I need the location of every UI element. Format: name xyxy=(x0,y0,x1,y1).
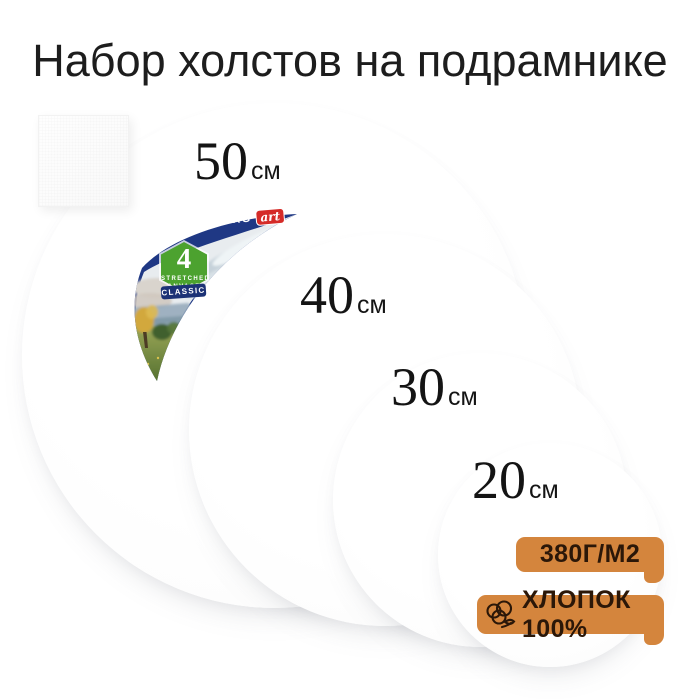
size-value: 40 xyxy=(300,265,354,325)
cotton-icon xyxy=(484,599,518,631)
size-unit: см xyxy=(251,157,281,185)
size-label-40: 40 см xyxy=(300,268,387,322)
brand-art-text: art xyxy=(259,209,281,225)
brand-art-logo: art xyxy=(254,207,286,227)
registered-mark: ® xyxy=(288,205,294,214)
size-label-50: 50 см xyxy=(194,134,281,188)
cotton-badge-label: ХЛОПОК 100% xyxy=(522,585,631,643)
weight-badge-label: 380Г/М2 xyxy=(539,540,641,568)
size-value: 50 xyxy=(194,131,248,191)
size-label-30: 30 см xyxy=(391,360,478,414)
size-unit: см xyxy=(357,291,387,319)
brand-label: BRAUBERG art ® 4 STRETCHED CANVASES CLAS… xyxy=(128,205,303,388)
size-label-20: 20 см xyxy=(472,453,559,507)
page-title: Набор холстов на подрамнике xyxy=(32,35,668,86)
cotton-badge: ХЛОПОК 100% xyxy=(477,586,664,645)
canvas-texture-swatch xyxy=(38,115,129,207)
weight-badge: 380Г/М2 xyxy=(516,537,664,583)
size-unit: см xyxy=(529,476,559,504)
size-unit: см xyxy=(448,383,478,411)
count-value: 4 xyxy=(176,243,192,275)
size-value: 20 xyxy=(472,450,526,510)
size-value: 30 xyxy=(391,357,445,417)
count-caption-line1: STRETCHED xyxy=(161,276,211,282)
landscape-artwork xyxy=(134,214,298,381)
